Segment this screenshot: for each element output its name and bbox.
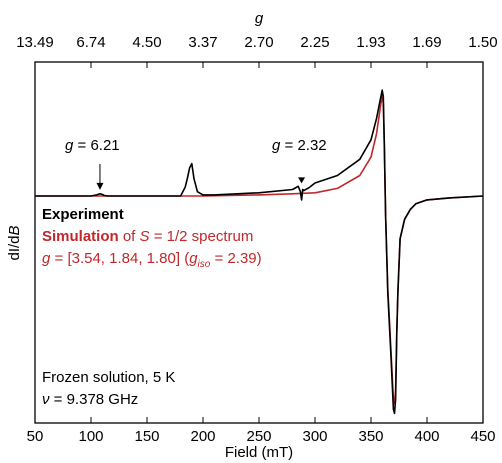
top-tick-label: 4.50 — [132, 34, 161, 51]
x-tick-label: 50 — [27, 428, 44, 445]
x-axis-ticks: 50 100 150 200 250 300 350 400 450 — [27, 417, 496, 445]
annotation-g-6-21-value: = 6.21 — [73, 137, 119, 154]
conditions-frequency: = 9.378 GHz — [50, 391, 139, 408]
x-tick-label: 350 — [358, 428, 383, 445]
y-axis-title: dI/dB — [6, 225, 23, 260]
annotation-g-6-21: g = 6.21 — [65, 137, 120, 190]
legend-giso-var: g — [189, 250, 198, 267]
annotation-g-2-32-label: g = 2.32 — [272, 137, 327, 154]
conditions-line-2: ν = 9.378 GHz — [42, 391, 138, 408]
top-tick-label: 3.37 — [188, 34, 217, 51]
annotation-g-2-32-marker — [298, 177, 306, 184]
annotation-g-6-21-arrow-head — [96, 182, 104, 190]
x-tick-label: 100 — [78, 428, 103, 445]
x-tick-label: 450 — [470, 428, 495, 445]
annotation-g-2-32-var: g — [272, 137, 281, 154]
legend-simulation-word: Simulation — [42, 228, 119, 245]
top-axis-title: g — [255, 10, 264, 27]
legend-giso-value: = 2.39) — [210, 250, 261, 267]
legend-g-values-list: = [3.54, 1.84, 1.80] ( — [50, 250, 189, 267]
legend-giso-sub: iso — [198, 259, 211, 270]
conditions-line-1: Frozen solution, 5 K — [42, 369, 175, 386]
legend-g-values: g = [3.54, 1.84, 1.80] (giso = 2.39) — [42, 250, 262, 270]
series-line-experiment — [35, 89, 484, 415]
conditions-nu: ν — [42, 391, 50, 408]
top-tick-label: 6.74 — [76, 34, 105, 51]
x-tick-label: 300 — [302, 428, 327, 445]
top-tick-label: 1.93 — [356, 34, 385, 51]
legend: Experiment Simulation of S = 1/2 spectru… — [42, 206, 262, 270]
top-tick-label: 2.70 — [244, 34, 273, 51]
top-tick-label: 13.49 — [16, 34, 54, 51]
x-tick-label: 250 — [246, 428, 271, 445]
x-axis-title: Field (mT) — [225, 444, 293, 461]
legend-simulation-s: S — [140, 228, 150, 245]
annotation-g-2-32: g = 2.32 — [272, 137, 327, 184]
annotation-g-6-21-label: g = 6.21 — [65, 137, 120, 154]
top-tick-label: 1.50 — [468, 34, 497, 51]
legend-simulation: Simulation of S = 1/2 spectrum — [42, 228, 253, 245]
annotation-g-6-21-var: g — [65, 137, 74, 154]
legend-g-var: g — [42, 250, 51, 267]
legend-simulation-of: of — [119, 228, 140, 245]
x-tick-label: 400 — [414, 428, 439, 445]
top-tick-label: 2.25 — [300, 34, 329, 51]
legend-simulation-rest: = 1/2 spectrum — [150, 228, 254, 245]
x-tick-label: 150 — [134, 428, 159, 445]
y-axis-title-main: dI/d — [6, 235, 23, 260]
annotation-g-2-32-value: = 2.32 — [280, 137, 326, 154]
top-tick-label: 1.69 — [412, 34, 441, 51]
top-axis-ticks: 13.49 6.74 4.50 3.37 2.70 2.25 1.93 1.69 1.50 — [16, 34, 498, 68]
measurement-conditions: Frozen solution, 5 K ν = 9.378 GHz — [42, 369, 175, 408]
legend-experiment: Experiment — [42, 206, 124, 223]
y-axis-title-var: B — [6, 225, 23, 235]
x-tick-label: 200 — [190, 428, 215, 445]
